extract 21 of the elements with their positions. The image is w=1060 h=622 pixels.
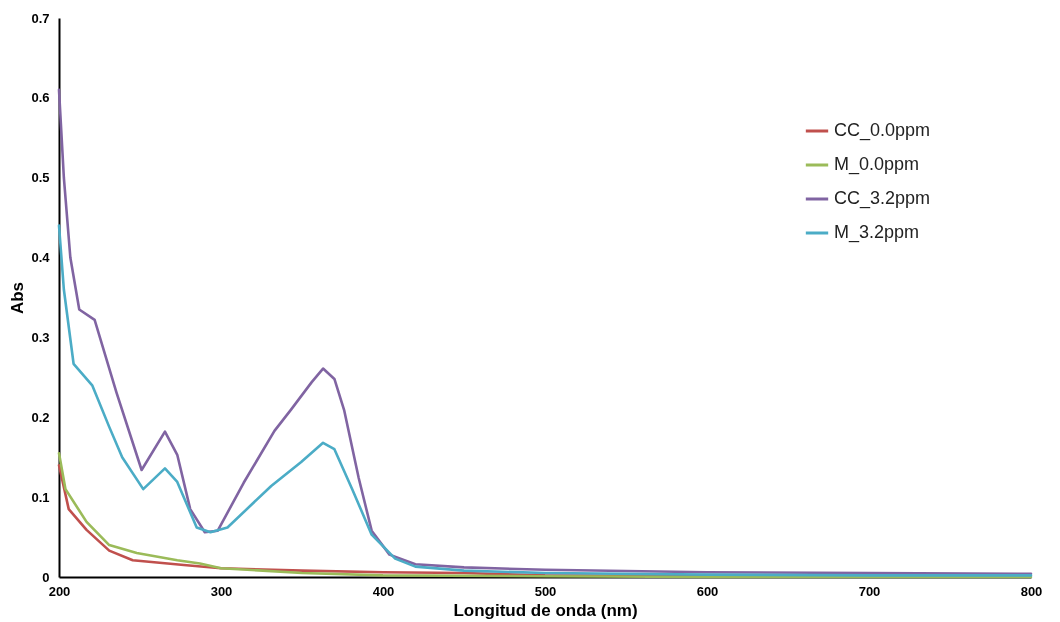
x-axis-title: Longitud de onda (nm) xyxy=(453,600,638,620)
y-tick-label: 0.6 xyxy=(31,90,50,106)
x-tick-label: 600 xyxy=(696,583,719,599)
x-tick-label: 700 xyxy=(858,583,881,599)
x-tick-label: 400 xyxy=(372,583,395,599)
x-tick-label: 200 xyxy=(48,583,71,599)
y-axis-title: Abs xyxy=(8,281,28,315)
y-tick-label: 0.5 xyxy=(31,170,50,186)
legend-label: M_0.0ppm xyxy=(834,154,920,175)
y-tick-label: 0 xyxy=(42,569,50,585)
y-tick-label: 0.4 xyxy=(31,250,51,266)
x-tick-label: 800 xyxy=(1020,583,1043,599)
x-tick-label: 300 xyxy=(210,583,233,599)
x-tick-label: 500 xyxy=(534,583,557,599)
y-tick-label: 0.3 xyxy=(31,329,50,345)
legend-label: M_3.2ppm xyxy=(834,222,920,243)
y-tick-label: 0.1 xyxy=(31,489,50,505)
y-tick-label: 0.7 xyxy=(31,10,50,26)
legend-label: CC_3.2ppm xyxy=(834,188,931,209)
y-tick-label: 0.2 xyxy=(31,409,50,425)
legend-label: CC_0.0ppm xyxy=(834,120,931,141)
